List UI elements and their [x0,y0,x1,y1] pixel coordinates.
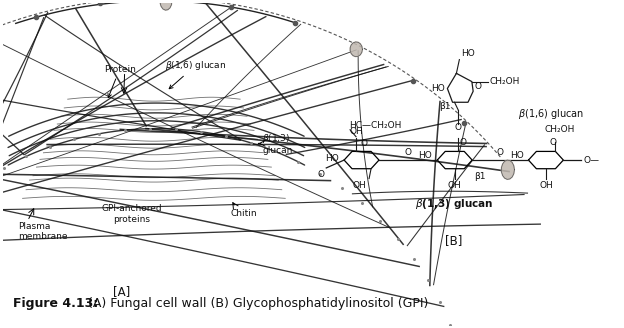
Text: CH₂OH: CH₂OH [544,125,575,134]
Text: HC—CH₂OH: HC—CH₂OH [349,121,401,130]
Text: HO: HO [419,151,432,160]
Text: OH: OH [448,180,462,190]
Text: Figure 4.13:: Figure 4.13: [12,297,98,311]
Text: OH: OH [353,180,366,190]
Text: GPI-anchored
proteins: GPI-anchored proteins [101,204,162,224]
Text: HO: HO [325,154,339,163]
Text: O: O [360,139,367,149]
Text: Plasma
membrane: Plasma membrane [17,222,67,241]
Text: (A) Fungal cell wall (B) Glycophosphatidylinositol (GPI): (A) Fungal cell wall (B) Glycophosphatid… [84,297,429,311]
Text: [B]: [B] [445,234,462,247]
Text: $\beta$(1,3) glucan: $\beta$(1,3) glucan [414,197,493,212]
Text: CH₂OH: CH₂OH [490,77,520,86]
Text: O—: O— [583,155,599,165]
Text: OH: OH [349,127,363,136]
Text: HO: HO [431,84,444,93]
Text: O: O [474,82,481,91]
Text: O: O [317,170,324,179]
Text: $\beta$(1,6) glucan: $\beta$(1,6) glucan [518,107,585,121]
Text: OH: OH [539,180,553,190]
Polygon shape [160,0,172,10]
Text: O: O [550,137,557,147]
Polygon shape [350,42,363,57]
Text: O: O [497,148,504,157]
Text: Protein: Protein [104,65,135,97]
Polygon shape [502,160,514,179]
Text: O: O [459,137,466,147]
Text: $\beta$(1,3)
glucan: $\beta$(1,3) glucan [263,132,293,155]
Text: HO: HO [461,49,475,58]
Text: O: O [455,123,462,132]
Text: β1: β1 [474,172,486,181]
Text: β1: β1 [439,102,451,111]
Text: $\beta$(1,6) glucan: $\beta$(1,6) glucan [165,59,227,89]
Text: O: O [404,148,412,157]
Text: HO: HO [510,151,524,160]
Text: Chitin: Chitin [231,209,257,218]
Text: [A]: [A] [113,285,130,298]
